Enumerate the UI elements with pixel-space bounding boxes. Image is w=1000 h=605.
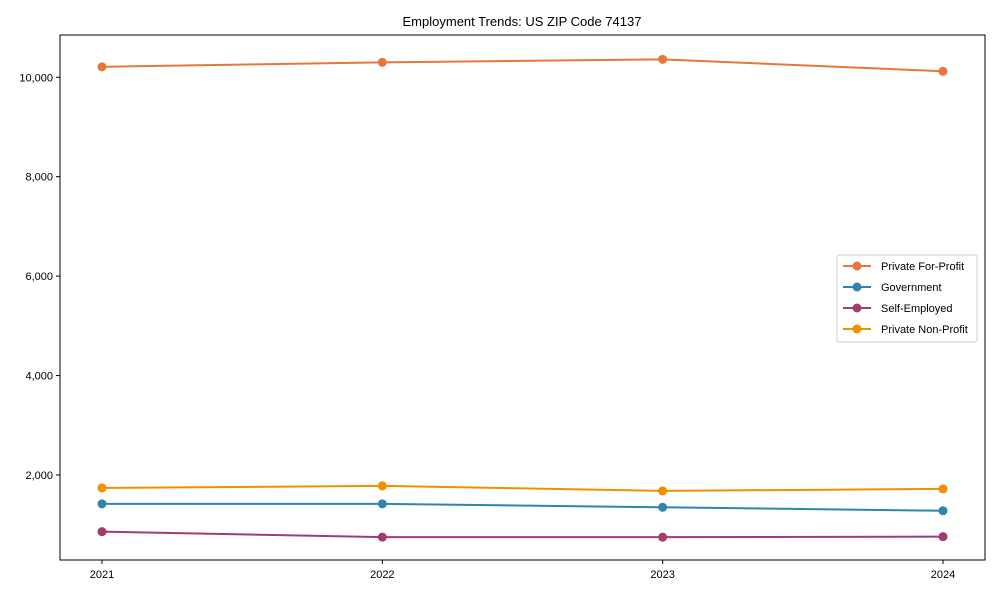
data-point: [938, 532, 948, 542]
x-tick-label: 2024: [931, 569, 955, 581]
legend-marker: [852, 303, 862, 313]
y-axis: 2,000 4,000 6,000 8,000 10,000: [19, 72, 60, 482]
y-tick-label: 8,000: [25, 172, 53, 184]
legend-label: Private Non-Profit: [881, 324, 968, 336]
data-point: [938, 506, 948, 516]
series-line-self-employed: [101, 530, 944, 539]
y-tick-label: 10,000: [19, 72, 53, 84]
legend-marker: [852, 324, 862, 334]
x-tick-label: 2021: [90, 569, 114, 581]
data-point: [658, 502, 668, 512]
data-point: [658, 532, 668, 542]
x-tick-label: 2023: [650, 569, 674, 581]
chart-title: Employment Trends: US ZIP Code 74137: [403, 14, 642, 29]
series-line-private-non-profit: [101, 484, 944, 492]
data-point: [97, 483, 107, 493]
series-line-private-for-profit: [101, 58, 944, 73]
plot-area: [59, 34, 986, 561]
data-point: [377, 57, 387, 67]
series-lines: [97, 54, 948, 542]
y-tick-label: 6,000: [25, 271, 53, 283]
y-tick-label: 2,000: [25, 470, 53, 482]
data-point: [97, 62, 107, 72]
x-tick-label: 2022: [370, 569, 394, 581]
legend-label: Private For-Profit: [881, 261, 964, 273]
y-tick-label: 4,000: [25, 371, 53, 383]
data-point: [377, 481, 387, 491]
series-line-government: [102, 502, 944, 512]
legend-marker: [852, 261, 862, 271]
x-axis: 2021 2022 2023 2024: [90, 560, 955, 581]
data-point: [377, 532, 387, 542]
legend-label: Self-Employed: [881, 303, 953, 315]
data-point: [658, 54, 668, 64]
data-point: [97, 499, 107, 509]
legend: Private For-Profit Government Self-Employe…: [836, 254, 978, 343]
legend-box: [836, 254, 978, 343]
data-point: [938, 66, 948, 76]
data-point: [377, 499, 387, 509]
data-point: [97, 527, 107, 537]
legend-label: Government: [881, 282, 942, 294]
data-point: [658, 486, 668, 496]
data-point: [938, 484, 948, 494]
legend-marker: [852, 282, 862, 292]
